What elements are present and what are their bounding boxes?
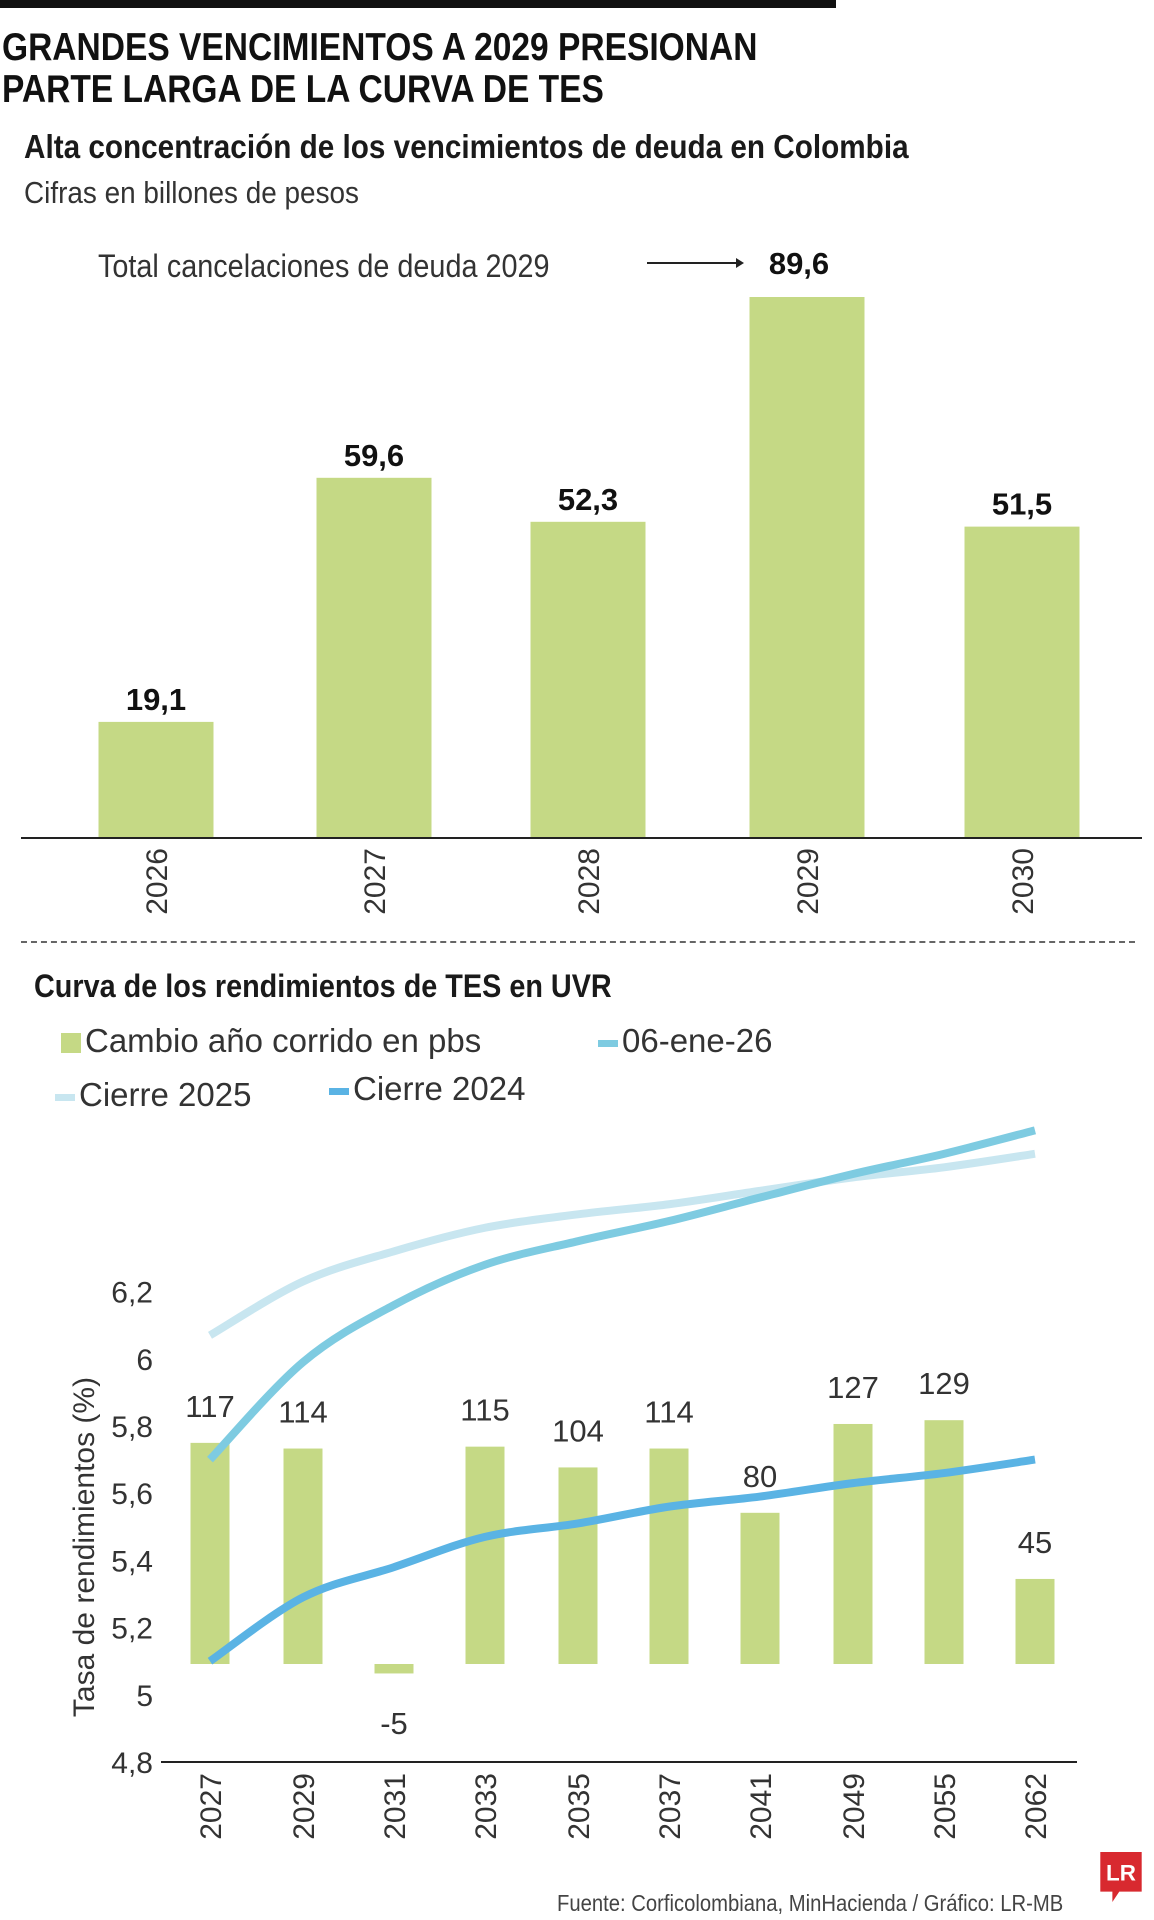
legend-label: 06-ene-26 [622,1022,773,1059]
bar-value-label: 127 [827,1370,879,1405]
x-tick-label: 2055 [929,1773,962,1840]
x-tick-label: 2030 [1007,848,1040,915]
yield-curve-chart: 4,8 5 5,2 5,4 5,6 5,8 6 6,2 Tasa de rendimientos… [68,1126,1077,1840]
bar-2049 [833,1423,873,1664]
x-tick-label: 2062 [1020,1773,1053,1840]
y-tick-label: 5 [136,1680,153,1713]
bar-value-label: 114 [644,1395,693,1430]
bar-value-label: 59,6 [344,438,404,473]
source-note: Fuente: Corficolombiana, MinHacienda / G… [556,1890,1063,1916]
line-series-cierre-2024 [207,1455,1036,1665]
lr-logo: LR [1100,1852,1142,1902]
bar-2062 [1015,1578,1055,1664]
bar-2035 [558,1467,598,1664]
bar-value-label: 80 [743,1459,777,1494]
page-title-line-1: GRANDES VENCIMIENTOS A 2029 PRESIONAN [2,26,758,69]
top-bar [0,0,836,8]
y-tick-label: 6 [136,1344,153,1377]
bar-value-label: 51,5 [992,487,1052,522]
y-tick-label: 5,6 [111,1478,153,1511]
x-tick-label: 2026 [141,848,174,915]
bar-2031 [374,1664,414,1674]
legend-label: Cierre 2025 [79,1076,252,1113]
bar-value-label: 89,6 [769,246,829,281]
x-tick-label: 2037 [654,1773,687,1840]
y-tick-label: 5,8 [111,1411,153,1444]
bar-value-label: 115 [460,1393,509,1428]
legend-swatch-bars [61,1033,81,1054]
legend-item-cierre-2025: Cierre 2025 [55,1076,251,1114]
page-title-line-2: PARTE LARGA DE LA CURVA DE TES [2,68,604,111]
y-tick-label: 5,4 [111,1545,153,1578]
bar-value-label: 117 [185,1389,234,1424]
legend-label: Cierre 2024 [353,1070,526,1107]
x-tick-label: 2028 [573,848,606,915]
y-tick-label: 5,2 [111,1613,153,1646]
chart1-annotation: Total cancelaciones de deuda 2029 [98,248,550,284]
bar-2055 [924,1420,964,1664]
bar-2041 [740,1512,780,1664]
x-tick-label: 2049 [838,1773,871,1840]
bar-value-label: 114 [278,1395,327,1430]
bar-value-label: 19,1 [126,682,186,717]
legend-swatch-line [329,1087,349,1095]
bar-value-label: -5 [380,1706,408,1741]
legend-item-bars: Cambio año corrido en pbs [61,1022,481,1060]
bar-value-label: 45 [1018,1525,1052,1560]
bar-2029 [283,1448,323,1664]
x-tick-label: 2031 [379,1773,412,1840]
bar-2033 [465,1446,505,1664]
y-tick-label: 4,8 [111,1747,153,1780]
x-tick-label: 2041 [745,1773,778,1840]
legend-item-06-ene-26: 06-ene-26 [598,1022,772,1060]
line-series-cierre-2025 [207,1149,1036,1339]
bar-value-label: 104 [552,1413,604,1448]
annotation-arrow-icon [647,258,744,268]
x-tick-label: 2029 [288,1773,321,1840]
bar-2029 [749,297,865,837]
legend-label: Cambio año corrido en pbs [85,1022,482,1059]
bar-2026 [98,721,214,837]
bar-2027 [190,1442,230,1664]
x-tick-label: 2029 [792,848,825,915]
x-tick-label: 2033 [470,1773,503,1840]
legend-swatch-line [55,1093,75,1101]
svg-text:LR: LR [1106,1860,1136,1885]
legend-item-cierre-2024: Cierre 2024 [329,1070,525,1108]
bar-2028 [530,521,646,837]
x-tick-label: 2027 [359,848,392,915]
legend-swatch-line [598,1039,618,1047]
bar-chart-maturities: 19,1 2026 59,6 2027 52,3 2028 89,6 2029 51,5 2030 [21,246,1142,915]
x-tick-label: 2027 [195,1773,228,1840]
bar-2027 [316,477,432,837]
bar-2030 [964,526,1080,837]
section-divider [21,941,1135,943]
x-tick-label: 2035 [563,1773,596,1840]
y-tick-label: 6,2 [111,1277,153,1310]
bar-value-label: 129 [918,1366,970,1401]
bar-value-label: 52,3 [558,482,618,517]
y-axis-title: Tasa de rendimientos (%) [68,1377,101,1717]
line-series-06-ene-26 [207,1126,1037,1463]
chart1-title: Alta concentración de los vencimientos d… [24,128,909,165]
chart1-subtitle: Cifras en billones de pesos [24,175,359,210]
bar-2037 [649,1448,689,1664]
chart2-title: Curva de los rendimientos de TES en UVR [34,968,612,1004]
